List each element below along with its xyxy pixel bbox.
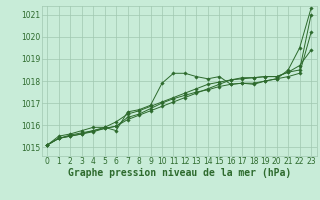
X-axis label: Graphe pression niveau de la mer (hPa): Graphe pression niveau de la mer (hPa)	[68, 168, 291, 178]
